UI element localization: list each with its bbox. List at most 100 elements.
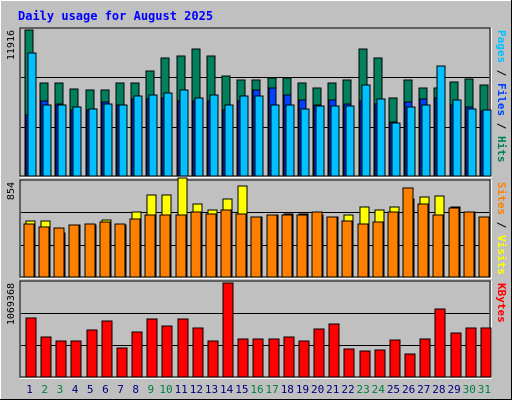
panel-2: 854 Sites / Visits <box>6 177 508 279</box>
bar-pages <box>103 103 113 177</box>
bar-kbytes <box>101 320 113 378</box>
bar-sites <box>432 214 444 278</box>
day-label: 18 <box>281 383 294 396</box>
day-label: 3 <box>57 383 64 396</box>
bar-sites <box>190 211 202 278</box>
day-label: 26 <box>402 383 415 396</box>
panel-1: 11916 Pages / Files / Hits <box>6 27 508 178</box>
day-label: 19 <box>296 383 309 396</box>
day-label: 13 <box>205 383 218 396</box>
bar-kbytes <box>252 338 264 378</box>
bar-kbytes <box>419 338 431 378</box>
bar-pages <box>163 92 173 177</box>
bar-pages <box>467 108 477 177</box>
bar-pages <box>330 105 340 177</box>
y-max-label: 11916 <box>6 30 17 60</box>
y-max-label: 854 <box>6 182 17 200</box>
bar-kbytes <box>465 327 477 378</box>
day-label: 11 <box>175 383 188 396</box>
series-sites <box>23 187 490 278</box>
day-label: 6 <box>102 383 109 396</box>
day-label: 1 <box>26 383 33 396</box>
bar-pages <box>179 89 189 177</box>
legend-separator: / <box>495 215 508 235</box>
bar-kbytes <box>359 350 371 378</box>
bar-pages <box>42 104 52 177</box>
bar-sites <box>250 216 262 278</box>
bar-kbytes <box>328 323 340 378</box>
legend-hits: Hits <box>495 136 508 163</box>
bar-sites <box>463 211 475 278</box>
day-label: 20 <box>311 383 324 396</box>
legend-separator: / <box>495 63 508 83</box>
bar-kbytes <box>131 331 143 378</box>
bar-kbytes <box>237 338 249 378</box>
legend-files: Files <box>495 83 508 116</box>
bar-pages <box>376 98 386 177</box>
bar-sites <box>205 213 217 278</box>
bar-kbytes <box>434 308 446 378</box>
day-label: 17 <box>266 383 279 396</box>
bar-sites <box>99 221 111 278</box>
bar-kbytes <box>146 318 158 378</box>
day-label: 8 <box>132 383 139 396</box>
legend: Pages / Files / Hits <box>495 30 508 163</box>
bar-pages <box>57 104 67 177</box>
bar-sites <box>114 223 126 278</box>
day-label: 16 <box>250 383 263 396</box>
bar-pages <box>209 94 219 177</box>
panel-3: 1069368 KBytes <box>6 280 508 379</box>
bar-pages <box>270 104 280 177</box>
bar-kbytes <box>70 340 82 378</box>
bar-kbytes <box>283 336 295 378</box>
legend: KBytes <box>495 283 508 323</box>
bar-pages <box>452 99 462 177</box>
day-label: 12 <box>190 383 203 396</box>
bar-sites <box>478 216 490 278</box>
bar-sites <box>129 218 141 278</box>
legend-visits: Visits <box>495 235 508 275</box>
bar-kbytes <box>389 339 401 378</box>
bar-sites <box>235 213 247 278</box>
bar-sites <box>357 223 369 278</box>
day-label: 27 <box>417 383 430 396</box>
bar-sites <box>53 227 65 278</box>
bar-sites <box>387 211 399 278</box>
bar-sites <box>68 224 80 278</box>
bar-kbytes <box>343 348 355 378</box>
bar-pages <box>224 104 234 177</box>
bar-kbytes <box>480 327 492 378</box>
series-kbytes <box>25 282 492 378</box>
day-label: 9 <box>148 383 155 396</box>
legend-pages: Pages <box>495 30 508 63</box>
bar-sites <box>144 214 156 278</box>
bar-kbytes <box>177 318 189 378</box>
bar-pages <box>300 108 310 177</box>
bar-kbytes <box>268 338 280 378</box>
day-label: 4 <box>72 383 79 396</box>
day-label: 15 <box>235 383 248 396</box>
bar-sites <box>23 223 35 278</box>
bar-sites <box>402 187 414 278</box>
bar-pages <box>361 84 371 177</box>
bar-kbytes <box>55 340 67 378</box>
bar-pages <box>118 104 128 177</box>
bar-sites <box>159 214 171 278</box>
bar-sites <box>84 223 96 278</box>
day-label: 10 <box>159 383 172 396</box>
bar-sites <box>296 214 308 278</box>
bar-kbytes <box>116 347 128 378</box>
day-label: 7 <box>117 383 124 396</box>
bar-pages <box>315 105 325 177</box>
day-label: 28 <box>432 383 445 396</box>
bar-pages <box>436 65 446 177</box>
day-label: 24 <box>372 383 386 396</box>
bar-sites <box>372 221 384 278</box>
bar-kbytes <box>404 353 416 378</box>
y-max-label: 1069368 <box>6 283 17 325</box>
bar-sites <box>417 203 429 278</box>
bar-kbytes <box>192 327 204 378</box>
day-label: 23 <box>357 383 370 396</box>
bar-kbytes <box>313 328 325 378</box>
